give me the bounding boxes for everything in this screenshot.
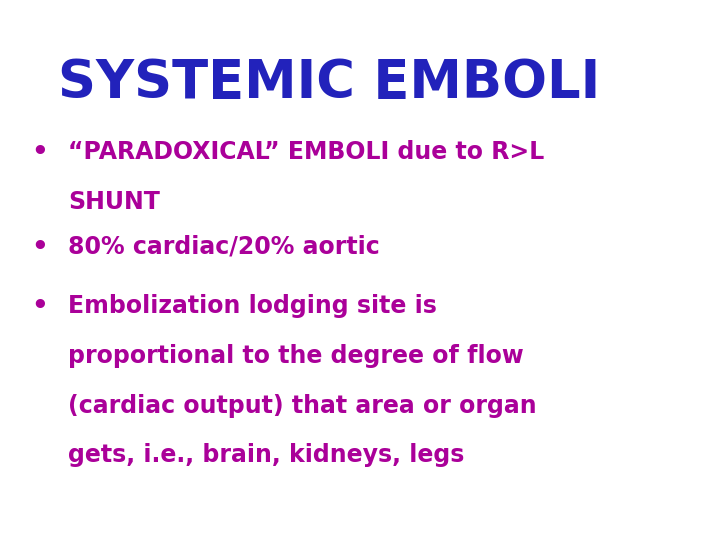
- Text: Embolization lodging site is: Embolization lodging site is: [68, 294, 437, 318]
- Text: SYSTEMIC EMBOLI: SYSTEMIC EMBOLI: [58, 57, 600, 109]
- Text: •: •: [31, 235, 48, 261]
- Text: •: •: [31, 140, 48, 166]
- Text: SHUNT: SHUNT: [68, 190, 161, 214]
- Text: (cardiac output) that area or organ: (cardiac output) that area or organ: [68, 394, 537, 417]
- Text: •: •: [31, 294, 48, 320]
- Text: gets, i.e., brain, kidneys, legs: gets, i.e., brain, kidneys, legs: [68, 443, 465, 467]
- Text: 80% cardiac/20% aortic: 80% cardiac/20% aortic: [68, 235, 380, 259]
- Text: proportional to the degree of flow: proportional to the degree of flow: [68, 344, 524, 368]
- Text: “PARADOXICAL” EMBOLI due to R>L: “PARADOXICAL” EMBOLI due to R>L: [68, 140, 544, 164]
